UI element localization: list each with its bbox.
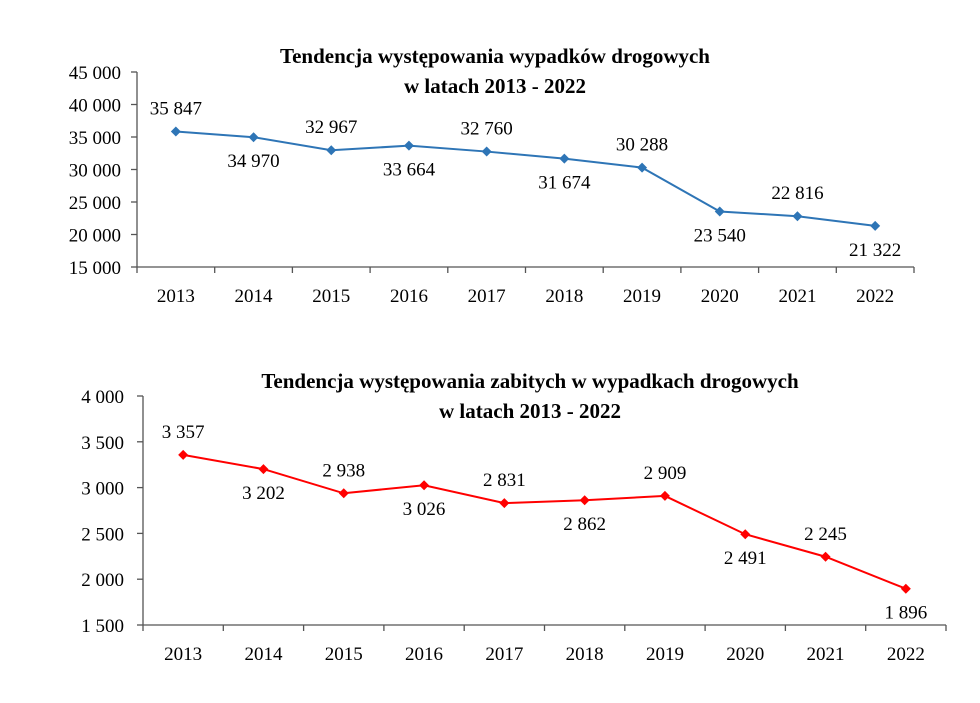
- data-point-marker: [248, 132, 259, 143]
- x-tick-label: 2015: [312, 286, 350, 307]
- data-point-marker: [870, 220, 881, 231]
- data-point-marker: [326, 145, 337, 156]
- data-label: 34 970: [227, 151, 279, 172]
- y-tick-label: 2 000: [81, 570, 124, 591]
- y-tick-label: 3 000: [81, 479, 124, 500]
- series-line: [175, 130, 876, 227]
- chart-title: w latach 2013 - 2022: [439, 399, 621, 423]
- y-tick-label: 25 000: [69, 193, 121, 214]
- x-tick-label: 2016: [390, 286, 428, 307]
- x-tick-label: 2019: [623, 286, 661, 307]
- data-point-marker: [740, 529, 751, 540]
- y-tick-label: 20 000: [69, 226, 121, 247]
- data-point-marker: [170, 126, 181, 137]
- x-tick-label: 2022: [856, 286, 894, 307]
- data-label: 3 202: [242, 483, 285, 504]
- x-tick-label: 2021: [778, 286, 816, 307]
- data-point-marker: [659, 490, 670, 501]
- data-point-marker: [637, 162, 648, 173]
- x-tick-label: 2015: [325, 644, 363, 665]
- x-tick-label: 2018: [545, 286, 583, 307]
- x-tick-label: 2019: [646, 644, 684, 665]
- y-tick-label: 4 000: [81, 387, 124, 408]
- data-label: 2 831: [483, 470, 526, 491]
- y-tick-label: 40 000: [69, 96, 121, 117]
- y-tick-label: 1 500: [81, 616, 124, 637]
- data-label: 33 664: [383, 160, 436, 181]
- data-point-marker: [820, 551, 831, 562]
- y-tick-label: 35 000: [69, 128, 121, 149]
- data-point-marker: [403, 140, 414, 151]
- x-tick-label: 2013: [164, 644, 202, 665]
- data-point-marker: [499, 498, 510, 509]
- x-tick-label: 2017: [468, 286, 506, 307]
- data-label: 2 862: [563, 514, 606, 535]
- y-tick-label: 3 500: [81, 433, 124, 454]
- accidents-chart: Tendencja występowania wypadków drogowyc…: [69, 44, 915, 307]
- data-point-marker: [338, 488, 349, 499]
- x-tick-label: 2016: [405, 644, 443, 665]
- x-tick-label: 2014: [235, 286, 274, 307]
- data-point-marker: [178, 449, 189, 460]
- chart-title: Tendencja występowania zabitych w wypadk…: [261, 369, 799, 393]
- data-label: 30 288: [616, 135, 668, 156]
- y-tick-label: 15 000: [69, 258, 121, 279]
- data-label: 21 322: [849, 240, 901, 261]
- data-label: 32 967: [305, 117, 357, 138]
- data-label: 2 491: [724, 548, 767, 569]
- x-tick-label: 2021: [807, 644, 845, 665]
- data-label: 23 540: [694, 225, 746, 246]
- data-label: 22 816: [771, 183, 823, 204]
- data-label: 3 357: [162, 422, 205, 443]
- data-label: 2 245: [804, 524, 847, 545]
- x-tick-label: 2020: [701, 286, 739, 307]
- y-tick-label: 30 000: [69, 161, 121, 182]
- data-point-marker: [900, 583, 911, 594]
- data-label: 1 896: [884, 603, 927, 624]
- data-point-marker: [419, 480, 430, 491]
- x-tick-label: 2020: [726, 644, 764, 665]
- x-tick-label: 2014: [244, 644, 283, 665]
- data-point-marker: [579, 495, 590, 506]
- data-point-marker: [792, 211, 803, 222]
- x-tick-label: 2022: [887, 644, 925, 665]
- data-label: 32 760: [461, 119, 513, 140]
- series-line: [182, 453, 907, 590]
- x-tick-label: 2017: [485, 644, 523, 665]
- fatalities-chart: Tendencja występowania zabitych w wypadk…: [81, 369, 947, 665]
- data-label: 2 938: [322, 460, 365, 481]
- chart-title: w latach 2013 - 2022: [404, 74, 586, 98]
- data-point-marker: [481, 146, 492, 157]
- data-label: 3 026: [403, 499, 446, 520]
- data-point-marker: [258, 464, 269, 475]
- data-point-marker: [559, 153, 570, 164]
- y-tick-label: 2 500: [81, 524, 124, 545]
- x-tick-label: 2018: [566, 644, 604, 665]
- data-label: 2 909: [644, 463, 687, 484]
- x-tick-label: 2013: [157, 286, 195, 307]
- data-point-marker: [714, 206, 725, 217]
- y-tick-label: 45 000: [69, 63, 121, 84]
- data-label: 31 674: [538, 173, 591, 194]
- chart-title: Tendencja występowania wypadków drogowyc…: [280, 44, 710, 68]
- data-label: 35 847: [150, 98, 202, 119]
